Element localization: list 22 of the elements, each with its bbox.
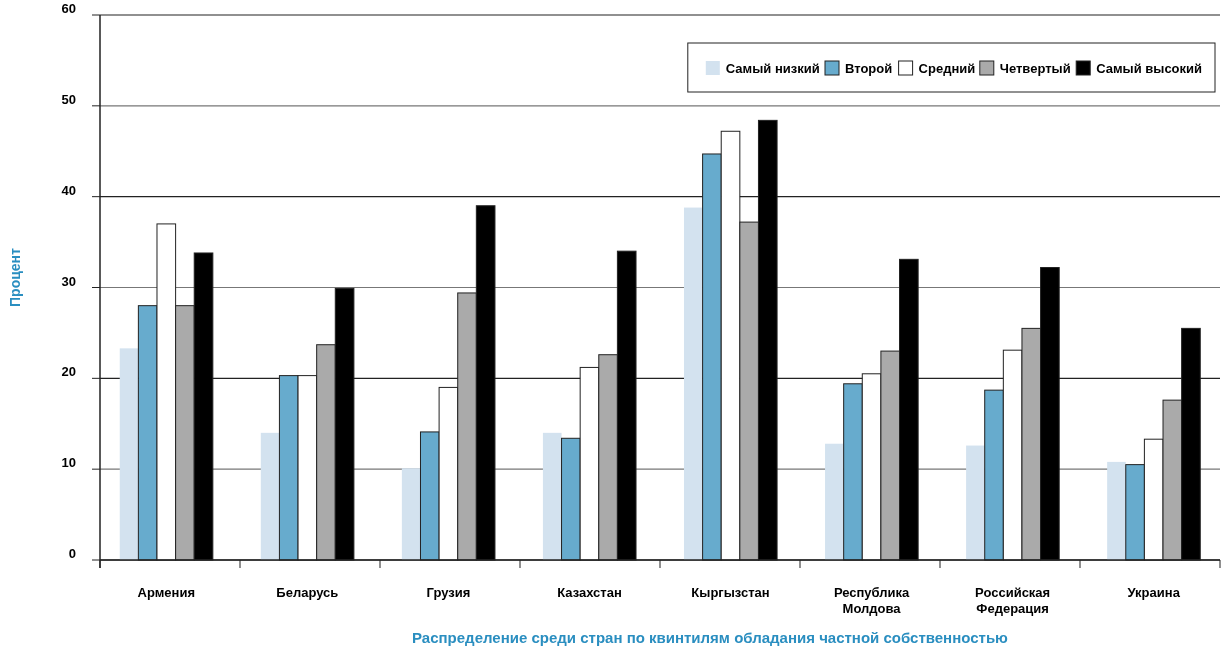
legend-label: Четвертый (999, 61, 1071, 76)
x-tick-label: Армения (137, 585, 196, 600)
y-tick-label: 40 (61, 182, 76, 198)
x-tick-label: Беларусь (276, 585, 339, 600)
y-tick-label: 60 (61, 1, 76, 16)
y-tick-label: 10 (61, 455, 76, 471)
x-tick-label: Российская Федерация (975, 585, 1051, 616)
x-axis-title: Распределение среди стран по квинтилям обладания частной собственностью (412, 629, 1009, 646)
y-axis-title: Процент (7, 247, 23, 307)
legend-label: Самый высокий (1096, 61, 1203, 76)
x-tick-label: Украина (1127, 585, 1181, 600)
legend-label: Средний (918, 61, 976, 76)
x-tick-label: Кыргызстан (691, 585, 770, 600)
y-tick-label: 0 (68, 546, 76, 561)
legend-label: Второй (845, 61, 893, 76)
x-tick-label: Республика Молдова (833, 585, 911, 616)
x-tick-label: Грузия (426, 585, 471, 600)
y-tick-label: 30 (61, 273, 76, 289)
y-tick-label: 20 (61, 364, 76, 380)
legend-label: Самый низкий (725, 61, 820, 76)
x-tick-label: Казахстан (557, 585, 622, 600)
y-tick-label: 50 (61, 91, 76, 107)
